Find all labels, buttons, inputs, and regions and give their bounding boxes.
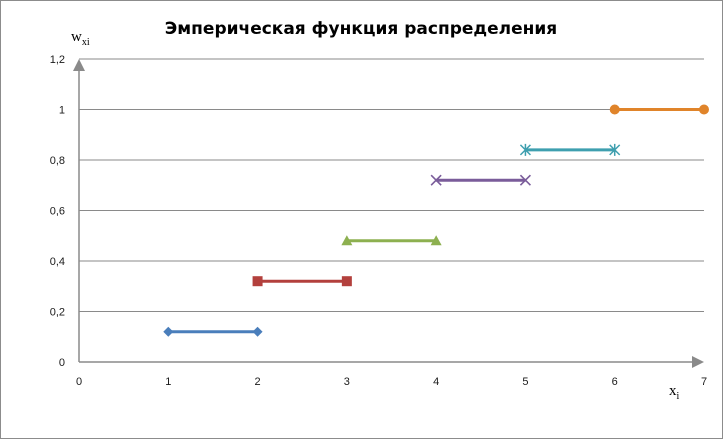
series-6 bbox=[609, 104, 709, 115]
y-tick-label: 0,8 bbox=[50, 155, 65, 167]
x-axis-label-sub: i bbox=[677, 391, 680, 402]
data-point bbox=[609, 143, 621, 156]
x-tick-label: 4 bbox=[433, 376, 439, 388]
chart-title: Эмперическая функция распределения bbox=[165, 19, 557, 39]
data-point bbox=[163, 326, 174, 337]
x-tick-label: 3 bbox=[344, 376, 350, 388]
axes bbox=[73, 59, 704, 368]
series-5 bbox=[519, 143, 621, 156]
data-point bbox=[430, 235, 442, 246]
series-3 bbox=[341, 235, 442, 246]
x-tick-label: 6 bbox=[612, 376, 618, 388]
series-2 bbox=[252, 276, 352, 287]
x-tick-label: 2 bbox=[255, 376, 261, 388]
data-point bbox=[699, 104, 709, 115]
series-1 bbox=[163, 326, 263, 337]
y-tick-labels: 0 0,2 0,4 0,6 0,8 1 1,2 bbox=[50, 54, 65, 369]
data-point bbox=[341, 276, 352, 287]
data-point bbox=[609, 104, 620, 115]
x-tick-label: 5 bbox=[522, 376, 528, 388]
x-tick-label: 7 bbox=[701, 376, 707, 388]
x-axis-arrow bbox=[692, 356, 704, 368]
y-axis-label-sub: xi bbox=[82, 37, 90, 48]
x-tick-labels: 0 1 2 3 4 5 6 7 bbox=[76, 376, 707, 388]
series-4 bbox=[430, 174, 531, 186]
data-point bbox=[341, 235, 353, 246]
y-tick-label: 0,4 bbox=[50, 256, 65, 268]
y-tick-label: 0 bbox=[59, 357, 65, 369]
y-tick-label: 1,2 bbox=[50, 54, 65, 66]
x-tick-label: 1 bbox=[165, 376, 171, 388]
data-point bbox=[519, 174, 531, 186]
y-axis-label: wxi bbox=[71, 29, 90, 48]
data-point bbox=[430, 174, 442, 186]
y-axis-arrow bbox=[73, 59, 85, 71]
y-axis-label-main: w bbox=[71, 29, 82, 45]
x-tick-label: 0 bbox=[76, 376, 82, 388]
data-point bbox=[519, 143, 531, 156]
x-axis-label-main: x bbox=[669, 383, 677, 399]
y-tick-label: 0,6 bbox=[50, 206, 65, 218]
y-tick-label: 1 bbox=[59, 105, 65, 117]
y-tick-label: 0,2 bbox=[50, 307, 65, 319]
data-point bbox=[252, 326, 263, 337]
data-point bbox=[252, 276, 263, 287]
gridlines bbox=[79, 58, 704, 312]
data-series bbox=[163, 104, 709, 337]
x-axis-label: xi bbox=[669, 383, 680, 402]
